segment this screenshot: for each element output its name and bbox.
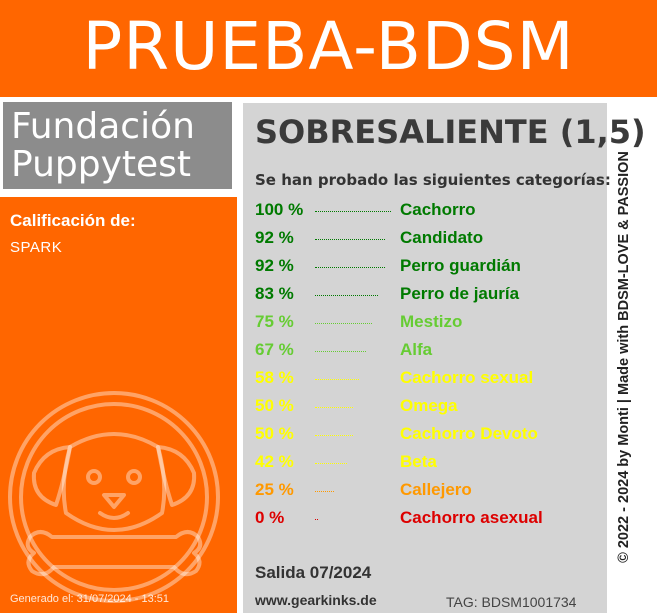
category-score-bar (315, 407, 353, 408)
foundation-name-line1: Fundación (11, 106, 195, 147)
category-percent: 0 % (255, 508, 285, 527)
page-title: PRUEBA-BDSM (82, 8, 575, 85)
website-link[interactable]: www.gearkinks.de (255, 592, 377, 608)
category-score-bar (315, 463, 347, 464)
category-percent: 42 % (255, 452, 294, 471)
foundation-box: Fundación Puppytest (3, 102, 232, 189)
category-percent: 83 % (255, 284, 294, 303)
grade-label: Calificación de: (10, 211, 136, 230)
grade-name: SPARK (10, 239, 63, 256)
category-percent: 100 % (255, 200, 304, 219)
grade-panel: Calificación de: SPARK Generado el: 31/0… (0, 197, 237, 613)
category-score-bar (315, 491, 334, 492)
category-name: Perro guardián (400, 256, 521, 275)
category-name: Perro de jauría (400, 284, 520, 303)
category-name: Cachorro (400, 200, 476, 219)
category-name: Mestizo (400, 312, 463, 331)
copyright-text: © 2022 - 2024 by Monti | Made with BDSM-… (616, 151, 632, 563)
category-score-bar (315, 323, 372, 324)
header-banner: PRUEBA-BDSM (0, 0, 657, 97)
category-percent: 50 % (255, 424, 294, 443)
category-name: Callejero (400, 480, 472, 499)
category-score-bar (315, 267, 385, 268)
categories-intro: Se han probado las siguientes categorías… (255, 171, 611, 189)
category-score-bar (315, 379, 359, 380)
category-score-bar (315, 519, 318, 520)
category-row: 25 % Callejero (255, 480, 605, 504)
generated-timestamp: Generado el: 31/07/2024 - 13:51 (10, 593, 170, 605)
category-percent: 92 % (255, 228, 294, 247)
dog-bone-icon (8, 391, 220, 603)
category-score-bar (315, 351, 366, 352)
category-row: 0 % Cachorro asexual (255, 508, 605, 532)
result-panel: SOBRESALIENTE (1,5) Se han probado las s… (243, 103, 646, 613)
category-name: Candidato (400, 228, 484, 247)
category-score-bar (315, 211, 391, 212)
category-row: 67 % Alfa (255, 340, 605, 364)
category-row: 100 % Cachorro (255, 200, 605, 224)
category-name: Beta (400, 452, 437, 471)
category-row: 58 % Cachorro sexual (255, 368, 605, 392)
copyright-strip: © 2022 - 2024 by Monti | Made with BDSM-… (612, 100, 636, 613)
release-date: Salida 07/2024 (255, 563, 372, 582)
category-name: Alfa (400, 340, 433, 359)
category-row: 92 % Candidato (255, 228, 605, 252)
category-name: Cachorro sexual (400, 368, 534, 387)
category-percent: 50 % (255, 396, 294, 415)
category-score-bar (315, 295, 378, 296)
category-percent: 25 % (255, 480, 294, 499)
category-row: 50 % Cachorro Devoto (255, 424, 605, 448)
category-percent: 58 % (255, 368, 294, 387)
rating-title: SOBRESALIENTE (1,5) (255, 113, 646, 151)
category-row: 92 % Perro guardián (255, 256, 605, 280)
category-name: Cachorro Devoto (400, 424, 538, 443)
category-row: 50 % Omega (255, 396, 605, 420)
category-row: 75 % Mestizo (255, 312, 605, 336)
category-percent: 92 % (255, 256, 294, 275)
foundation-name-line2: Puppytest (11, 144, 192, 185)
category-score-bar (315, 435, 353, 436)
left-column: Fundación Puppytest Calificación de: SPA… (0, 97, 240, 613)
category-name: Cachorro asexual (400, 508, 543, 527)
category-percent: 67 % (255, 340, 294, 359)
category-row: 42 % Beta (255, 452, 605, 476)
category-score-bar (315, 239, 385, 240)
category-name: Omega (400, 396, 458, 415)
tag-id: TAG: BDSM1001734 (446, 594, 577, 610)
category-percent: 75 % (255, 312, 294, 331)
category-row: 83 % Perro de jauría (255, 284, 605, 308)
